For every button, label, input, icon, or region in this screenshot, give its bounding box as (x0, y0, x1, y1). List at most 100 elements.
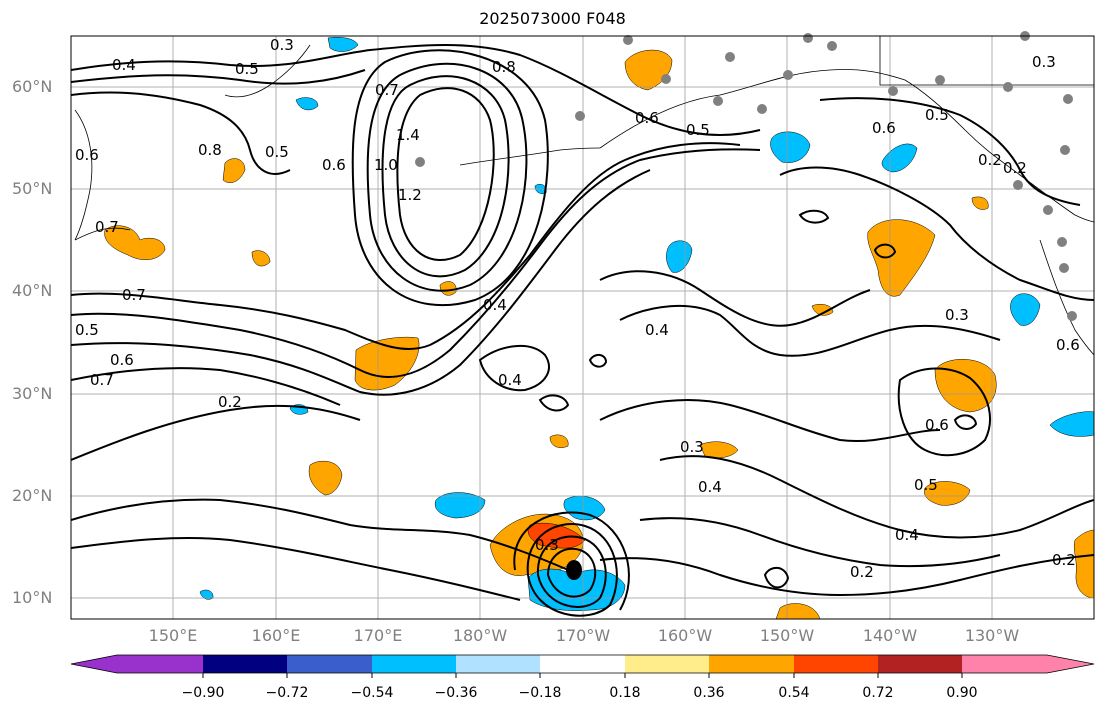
contour-label: 0.4 (498, 371, 522, 389)
colorbar-extend-high (1047, 655, 1094, 673)
orange-area (354, 336, 420, 391)
contour-label: 0.5 (914, 476, 938, 494)
lon-label: 180°W (452, 626, 508, 645)
contour-label: 0.4 (112, 56, 136, 74)
contour-label: 1.0 (374, 156, 398, 174)
contour-label: 0.4 (698, 478, 722, 496)
contour-label: 0.2 (1052, 551, 1076, 569)
colorbar-extend-low (71, 655, 117, 673)
storm-center-marker (566, 560, 582, 580)
contour-label: 0.5 (265, 143, 289, 161)
orange-area (867, 219, 936, 297)
orange-area (924, 481, 971, 506)
lon-label: 160°E (251, 626, 301, 645)
colorbar-segment (117, 655, 203, 673)
station-marker (783, 70, 793, 80)
orange-area (971, 196, 989, 210)
station-marker (1059, 263, 1069, 273)
plot-frame (70, 35, 1095, 620)
blue-area (1049, 411, 1094, 437)
colorbar-segment (625, 655, 709, 673)
chart-title: 2025073000 F048 (479, 9, 626, 28)
station-marker (1043, 205, 1053, 215)
contour-label: 0.3 (1032, 53, 1056, 71)
station-marker (1057, 237, 1067, 247)
station-marker (827, 41, 837, 51)
contour-label: 0.7 (375, 81, 399, 99)
station-marker (725, 52, 735, 62)
blue-area (563, 495, 606, 521)
contour-label: 0.3 (535, 536, 559, 554)
blue-area (770, 131, 811, 163)
station-marker (803, 33, 813, 43)
lon-label: 140°W (862, 626, 918, 645)
station-markers (415, 31, 1077, 321)
contour-label: 0.5 (75, 321, 99, 339)
blue-area (527, 568, 626, 611)
orange-area (308, 460, 343, 496)
contour-label: 0.2 (850, 563, 874, 581)
colorbar-segment (203, 655, 287, 673)
station-marker (1067, 311, 1077, 321)
contour-labels: 0.4 0.3 0.5 0.7 0.8 0.6 0.5 1.4 1.2 1.0 … (75, 36, 1080, 581)
blue-area (327, 37, 359, 52)
contour-label: 0.4 (895, 526, 919, 544)
colorbar-tick-label: 0.18 (609, 685, 641, 701)
colorbar-tick-label: 0.90 (946, 685, 978, 701)
blue-area (666, 240, 693, 273)
lat-label: 50°N (12, 179, 53, 198)
contour-label: 0.3 (270, 36, 294, 54)
contour-label: 0.5 (686, 121, 710, 139)
contour-label: 0.6 (322, 156, 346, 174)
shaded-areas (104, 37, 1094, 619)
colorbar-segment (540, 655, 625, 673)
orange-area (251, 250, 271, 267)
contour-label: 0.6 (75, 146, 99, 164)
orange-area (811, 304, 834, 316)
lat-label: 40°N (12, 281, 53, 300)
colorbar-segment (794, 655, 878, 673)
colorbar-tick-label: −0.54 (350, 685, 394, 701)
lat-label: 30°N (12, 384, 53, 403)
lon-label: 150°W (759, 626, 815, 645)
lon-label: 160°W (657, 626, 713, 645)
station-marker (1013, 180, 1023, 190)
blue-area (1010, 293, 1041, 326)
station-marker (575, 111, 585, 121)
contour-label: 0.6 (1056, 336, 1080, 354)
gridlines (71, 36, 1094, 619)
contour-label: 0.2 (218, 393, 242, 411)
blue-area (881, 143, 918, 173)
station-marker (623, 35, 633, 45)
colorbar-segment (287, 655, 372, 673)
colorbar-segment (962, 655, 1047, 673)
station-marker (757, 104, 767, 114)
contour-label: 0.4 (645, 321, 669, 339)
colorbar-segment (709, 655, 794, 673)
blue-area (434, 492, 486, 519)
contour-label: 0.6 (110, 351, 134, 369)
contour-label: 0.5 (925, 106, 949, 124)
contour-label: 0.7 (95, 218, 119, 236)
lon-label: 150°E (148, 626, 198, 645)
blue-area (295, 97, 319, 111)
lat-label: 60°N (12, 77, 53, 96)
orange-area (439, 281, 457, 296)
station-marker (1060, 145, 1070, 155)
orange-area (222, 158, 246, 183)
contour-label: 0.6 (925, 416, 949, 434)
station-marker (661, 74, 671, 84)
contour-label: 0.6 (635, 109, 659, 127)
station-marker (415, 157, 425, 167)
lon-label: 170°E (353, 626, 403, 645)
contour-label: 0.2 (1003, 159, 1027, 177)
station-marker (1003, 82, 1013, 92)
colorbar-tick-label: 0.54 (778, 685, 810, 701)
station-marker (888, 86, 898, 96)
colorbar-tick-label: 0.36 (693, 685, 725, 701)
colorbar-outline (70, 654, 1095, 674)
station-marker (1063, 94, 1073, 104)
colorbar-tick-label: −0.18 (518, 685, 562, 701)
contour-label: 0.3 (680, 438, 704, 456)
